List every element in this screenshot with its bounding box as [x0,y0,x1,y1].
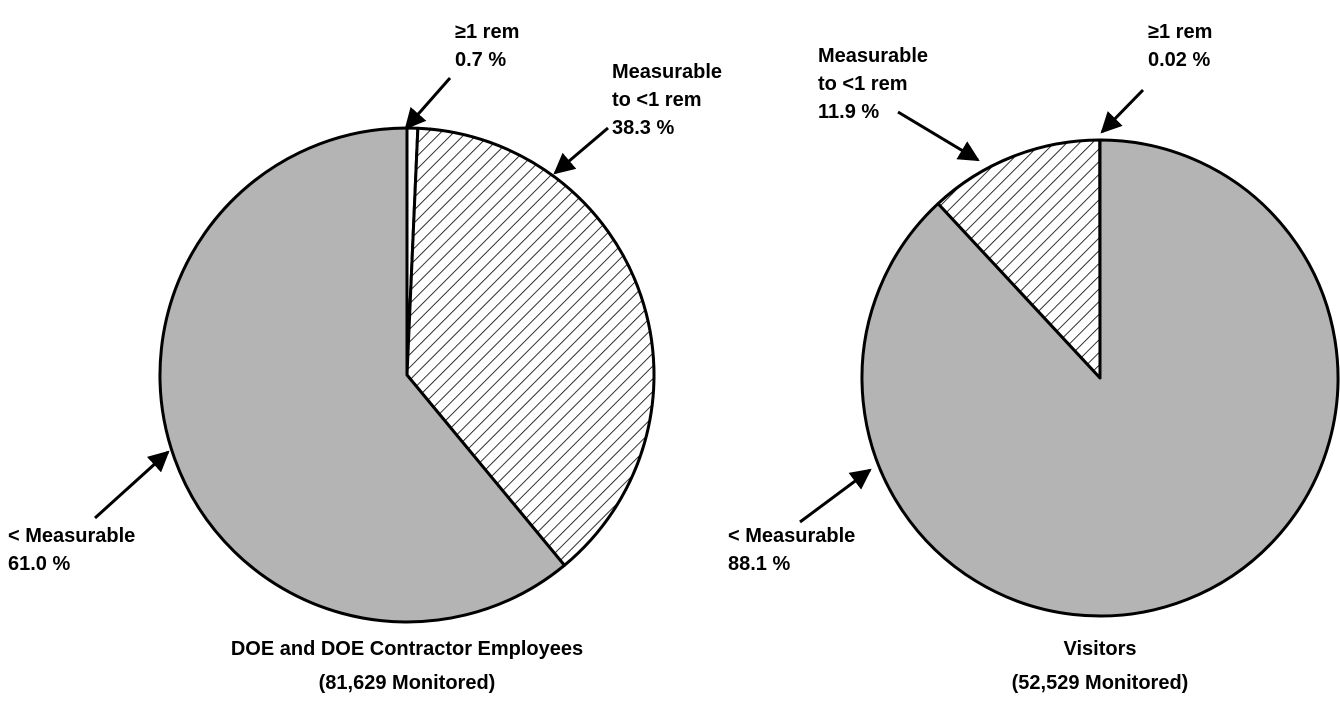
value-label: 0.02 % [1148,49,1211,71]
chart-subtitle: (52,529 Monitored) [1011,672,1189,694]
category-label: Measurable to <1 rem [818,45,929,95]
value-label: 11.9 % [818,101,880,123]
category-label: < Measurable [728,525,856,547]
chart-title: DOE and DOE Contractor Employees [230,638,584,660]
pie-slice [936,138,1102,380]
slice-label: ≥1 rem 0.02 % [1148,18,1212,74]
category-label: ≥1 rem [1148,21,1213,43]
pie-slice [405,126,656,567]
slice-label: Measurable to <1 rem 38.3 % [612,58,727,142]
chart-subtitle: (81,629 Monitored) [318,672,496,694]
slice-label: Measurable to <1 rem 11.9 % [818,42,933,126]
value-label: 88.1 % [728,553,791,575]
leader-arrow [553,126,609,175]
pie-slice [158,126,566,624]
category-label: < Measurable [8,525,136,547]
slice-label: ≥1 rem 0.7 % [455,18,519,74]
leader-arrow [404,77,452,130]
category-label: ≥1 rem [455,21,520,43]
leader-arrow [799,468,872,524]
slice-label: < Measurable 61.0 % [8,522,135,578]
leader-arrow [93,450,170,520]
value-label: 38.3 % [612,117,675,139]
value-label: 0.7 % [455,49,507,71]
pie-slice [860,138,1340,618]
slice-label: < Measurable 88.1 % [728,522,855,578]
chart-title: Visitors [1063,638,1137,660]
category-label: Measurable to <1 rem [612,61,723,111]
leader-arrow [897,110,980,162]
leader-arrow [1100,88,1145,134]
value-label: 61.0 % [8,553,71,575]
